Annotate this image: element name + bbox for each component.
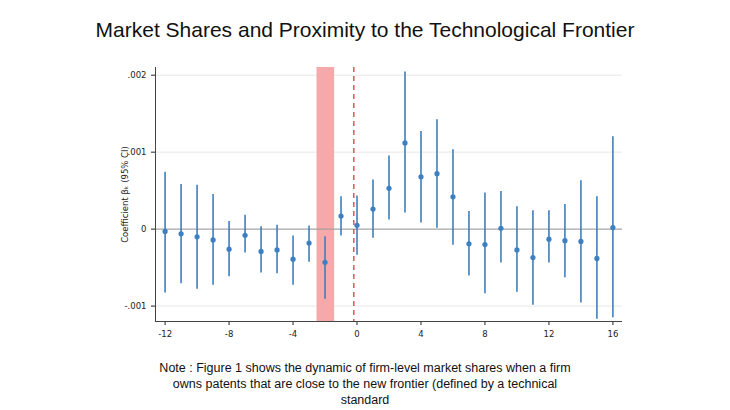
- svg-text:12: 12: [544, 329, 555, 339]
- svg-text:-.001: -.001: [125, 301, 147, 311]
- svg-text:8: 8: [482, 329, 487, 339]
- svg-text:-4: -4: [289, 329, 297, 339]
- svg-text:-8: -8: [225, 329, 233, 339]
- svg-text:.001: .001: [128, 147, 147, 157]
- svg-text:Coefficient βₖ (95% CI): Coefficient βₖ (95% CI): [120, 146, 130, 243]
- svg-text:0: 0: [141, 224, 146, 234]
- svg-text:-12: -12: [158, 329, 172, 339]
- svg-text:16: 16: [607, 329, 618, 339]
- html-text:Note : Figure 1 shows the dyna: Note : Figure 1 shows the dynamic of fir…: [159, 361, 571, 407]
- svg-text:.002: .002: [128, 70, 147, 80]
- svg-text:4: 4: [418, 329, 423, 339]
- html-text:Market Shares and Proximity to: Market Shares and Proximity to the Techn…: [95, 18, 635, 41]
- svg-text:0: 0: [354, 329, 359, 339]
